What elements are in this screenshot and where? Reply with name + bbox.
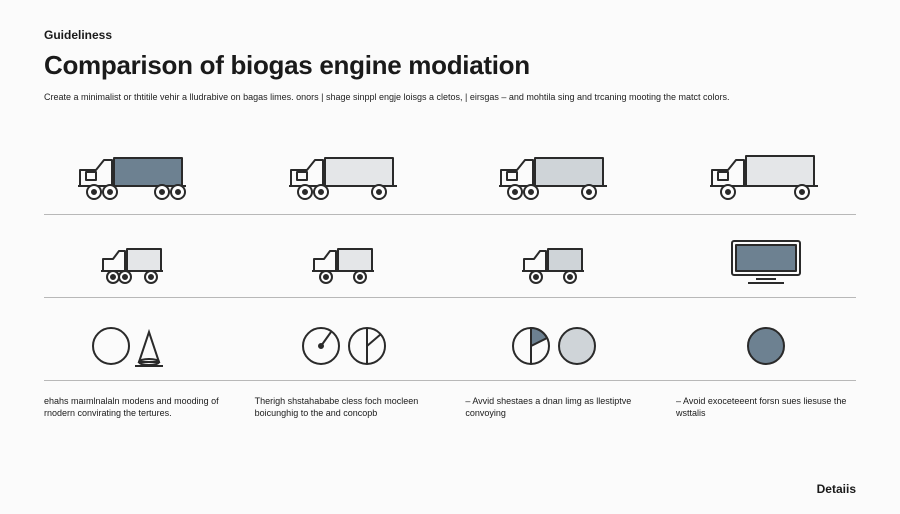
small-truck-cell-3 — [465, 229, 645, 287]
truck-large-icon — [74, 150, 194, 204]
captions-row: ehahs maımlnalaln modens and mooding of … — [44, 395, 856, 419]
truck-large-icon — [285, 150, 405, 204]
footer-label: Detaiis — [817, 482, 856, 496]
monitor-icon — [726, 237, 806, 287]
truck-small-icon — [99, 243, 169, 287]
caption-4: – Avoid exoceteeent forsn sues liesuse t… — [676, 395, 856, 419]
truck-cell-2 — [255, 146, 435, 204]
row-trucks-small — [44, 215, 856, 298]
geo-cell-2 — [255, 312, 435, 370]
truck-large-icon — [495, 150, 615, 204]
caption-2: Therigh shstahababe cless foch mocleen b… — [255, 395, 435, 419]
eyebrow-label: Guideliness — [44, 28, 856, 42]
geo-cell-3 — [465, 312, 645, 370]
small-truck-cell-1 — [44, 229, 224, 287]
truck-cell-3 — [465, 146, 645, 204]
caption-1: ehahs maımlnalaln modens and mooding of … — [44, 395, 224, 419]
gauge-pair-icon — [295, 322, 395, 370]
caption-3: – Avvid shestaes a dnan limg as llestipt… — [465, 395, 645, 419]
page-title: Comparison of biogas engine modiation — [44, 50, 856, 81]
truck-cell-1 — [44, 146, 224, 204]
solid-circle-icon — [736, 322, 796, 370]
small-truck-cell-2 — [255, 229, 435, 287]
geo-cell-1 — [44, 312, 224, 370]
truck-cell-4 — [676, 146, 856, 204]
truck-large-icon — [706, 150, 826, 204]
subtitle-text: Create a minimalist or thtitile vehir a … — [44, 91, 824, 104]
circle-cone-icon — [89, 322, 179, 370]
truck-small-icon — [310, 243, 380, 287]
row-geometric — [44, 298, 856, 381]
geo-cell-4 — [676, 312, 856, 370]
monitor-cell — [676, 229, 856, 287]
truck-small-icon — [520, 243, 590, 287]
pie-pair-icon — [505, 322, 605, 370]
row-trucks-large — [44, 132, 856, 215]
